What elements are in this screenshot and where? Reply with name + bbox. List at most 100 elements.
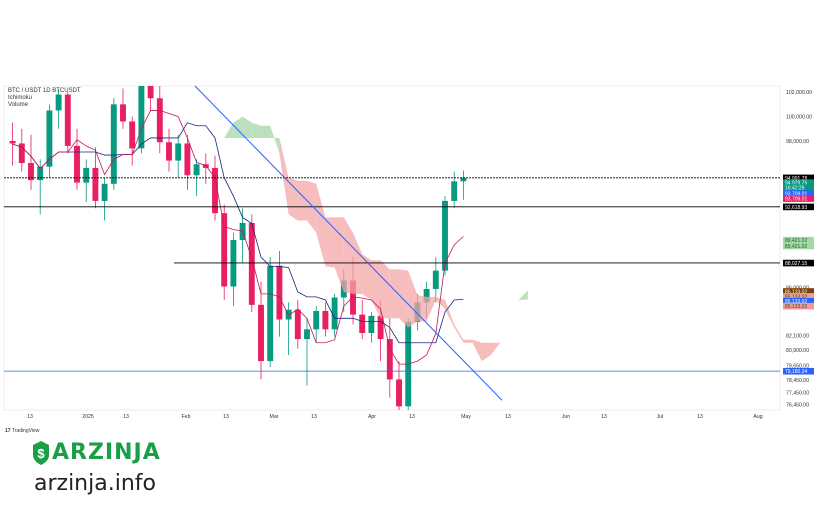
candle-body — [129, 121, 136, 149]
arzinja-logo: $ ARZINJA — [33, 440, 161, 465]
price-tag-label: 79,180.34 — [785, 369, 807, 375]
candle-body — [423, 288, 430, 303]
ichimoku-cloud-segment — [472, 339, 482, 362]
price-scale-label: 79,650.00 — [786, 363, 809, 369]
chart-svg[interactable]: 102,000.00100,000.0098,000.0090,000.0086… — [0, 78, 822, 428]
ichimoku-cloud-segment — [389, 269, 399, 319]
price-scale-label: 80,900.00 — [786, 348, 809, 354]
price-tag-label: 85,133.02 — [785, 299, 807, 305]
candle-body — [110, 104, 117, 184]
logo-text: ARZINJA — [52, 440, 161, 465]
chart[interactable]: 102,000.00100,000.0098,000.0090,000.0086… — [0, 78, 822, 428]
ichimoku-cloud-segment — [325, 217, 335, 268]
time-axis-label: 2025 — [82, 414, 94, 420]
candle-body — [368, 315, 375, 333]
price-tag — [783, 174, 814, 182]
candle-body — [377, 315, 384, 340]
price-tag — [783, 259, 814, 267]
ichimoku-cloud-segment — [435, 296, 445, 310]
ichimoku-cloud-segment — [288, 177, 298, 221]
ichimoku-cloud-segment — [270, 125, 280, 154]
candle-body — [442, 200, 448, 271]
candle-body — [55, 94, 62, 111]
candle-body — [267, 265, 274, 362]
ichimoku-cloud-segment — [224, 122, 234, 138]
price-scale-label: 82,100.00 — [786, 333, 809, 339]
candle-body — [294, 309, 301, 340]
candle-body — [156, 98, 163, 143]
candle-body — [451, 181, 458, 201]
ichimoku-cloud-segment — [399, 269, 409, 328]
tradingview-watermark: 17 TradingView — [5, 428, 39, 434]
candle-body — [258, 304, 264, 362]
candle-body — [359, 314, 366, 333]
price-tag — [783, 302, 814, 310]
price-tag-label: 93,709.01 — [785, 191, 807, 197]
candle-body — [120, 104, 126, 122]
ichimoku-cloud-segment — [261, 125, 271, 138]
candle-body — [304, 329, 310, 340]
time-axis-label: 13 — [409, 414, 415, 420]
price-tag-label: 94,991.78 — [785, 176, 807, 182]
price-tag — [783, 195, 814, 202]
price-tag — [783, 288, 814, 295]
price-scale-label: 78,450.00 — [786, 378, 809, 384]
time-axis-label: 13 — [697, 414, 703, 420]
time-axis-label: 13 — [123, 414, 129, 420]
trend-line — [194, 85, 503, 401]
candle-body — [46, 110, 53, 167]
candle-body — [9, 141, 16, 144]
ichimoku-cloud-segment — [251, 122, 261, 138]
candle-body — [350, 280, 356, 315]
price-scale-label: 77,450.00 — [786, 390, 809, 396]
candle-body — [28, 163, 34, 181]
ichimoku-cloud-segment — [297, 180, 307, 221]
tradingview-label: TradingView — [11, 428, 40, 434]
candle-body — [64, 94, 71, 146]
time-axis-label: Apr — [368, 414, 376, 420]
candle-body — [386, 339, 393, 380]
price-scale-label: 100,000.00 — [786, 115, 812, 121]
time-axis-label: 13 — [601, 414, 607, 420]
candle-body — [313, 310, 320, 330]
ichimoku-cloud-segment — [408, 270, 418, 328]
price-tag-label: 85,133.02 — [785, 304, 807, 310]
candle-body — [18, 143, 25, 164]
price-tag-label: 85,133.02 — [785, 294, 807, 300]
price-tag — [783, 203, 814, 211]
ichimoku-cloud-segment — [334, 217, 344, 293]
candle-body — [212, 167, 218, 214]
time-axis-label: Aug — [753, 414, 762, 420]
shield-logo-icon: $ — [33, 440, 49, 465]
price-tag — [783, 184, 814, 191]
price-scale-label: 76,450.00 — [786, 402, 809, 408]
ichimoku-cloud-segment — [343, 217, 353, 294]
candle-body — [432, 270, 439, 289]
price-tag — [783, 190, 814, 197]
price-tag — [783, 297, 814, 305]
ichimoku-cloud-segment — [463, 339, 473, 343]
price-tag — [783, 242, 814, 250]
candle-body — [221, 213, 228, 287]
price-tag — [783, 293, 814, 300]
candle-body — [184, 143, 191, 176]
time-axis-label: Feb — [182, 414, 191, 420]
time-axis-label: 13 — [505, 414, 511, 420]
time-axis-label: Jul — [657, 414, 664, 420]
candle-body — [331, 297, 338, 330]
ichimoku-cloud-segment — [279, 137, 289, 215]
time-axis-label: Mar — [270, 414, 279, 420]
legend-line3: Volume — [8, 102, 29, 108]
candle-body — [37, 166, 44, 181]
price-tag — [783, 367, 814, 375]
price-tag-label: 85,133.02 — [785, 289, 807, 295]
time-axis-label: 13 — [223, 414, 229, 420]
candle-body — [101, 183, 108, 201]
ichimoku-cloud-segment — [509, 299, 519, 313]
tradingview-icon: 17 — [5, 428, 11, 434]
price-tag-label: 92,618.93 — [785, 205, 807, 211]
price-tag — [783, 179, 814, 186]
legend-line2: Ichimoku — [8, 95, 33, 101]
ichimoku-cloud-segment — [380, 260, 390, 319]
svg-text:$: $ — [37, 446, 45, 461]
